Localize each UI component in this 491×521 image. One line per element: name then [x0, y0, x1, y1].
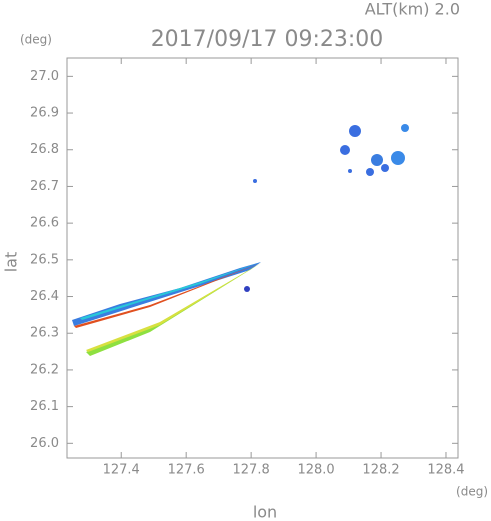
radar-echo	[348, 169, 352, 173]
x-tick-label: 127.4	[103, 463, 140, 478]
y-tick-label: 26.4	[30, 289, 59, 304]
radar-echo	[244, 286, 250, 292]
y-unit: (deg)	[20, 33, 52, 47]
y-tick-label: 26.2	[30, 362, 59, 377]
x-tick-label: 128.0	[297, 463, 334, 478]
x-tick-label: 128.2	[362, 463, 399, 478]
radar-echo	[381, 164, 389, 172]
plot-frame	[66, 57, 459, 459]
radar-echo	[253, 179, 257, 183]
radar-echo	[340, 145, 350, 155]
y-tick-label: 26.9	[30, 106, 59, 121]
altitude-label: ALT(km) 2.0	[365, 0, 460, 19]
x-tick-label: 128.4	[427, 463, 464, 478]
x-tick-label: 127.6	[168, 463, 205, 478]
x-axis-label: lon	[253, 503, 277, 521]
radar-echo	[366, 168, 374, 176]
y-tick-label: 26.6	[30, 216, 59, 231]
y-tick-label: 26.7	[30, 179, 59, 194]
y-tick-label: 26.8	[30, 142, 59, 157]
y-tick-label: 26.1	[30, 399, 59, 414]
y-tick-label: 26.0	[30, 436, 59, 451]
radar-echo	[80, 262, 261, 320]
y-tick-label: 26.5	[30, 252, 59, 267]
radar-echo	[401, 124, 409, 132]
x-unit: (deg)	[456, 485, 488, 499]
radar-echo	[86, 263, 261, 356]
chart-title: 2017/09/17 09:23:00	[151, 27, 384, 52]
radar-echo	[391, 151, 405, 165]
y-tick-label: 27.0	[30, 69, 59, 84]
x-tick-label: 127.8	[233, 463, 270, 478]
radar-echoes	[72, 124, 409, 356]
y-tick-label: 26.3	[30, 326, 59, 341]
y-axis-label: lat	[2, 252, 21, 273]
radar-echo	[349, 125, 361, 137]
radar-echo	[74, 263, 261, 328]
radar-echo	[371, 154, 383, 166]
